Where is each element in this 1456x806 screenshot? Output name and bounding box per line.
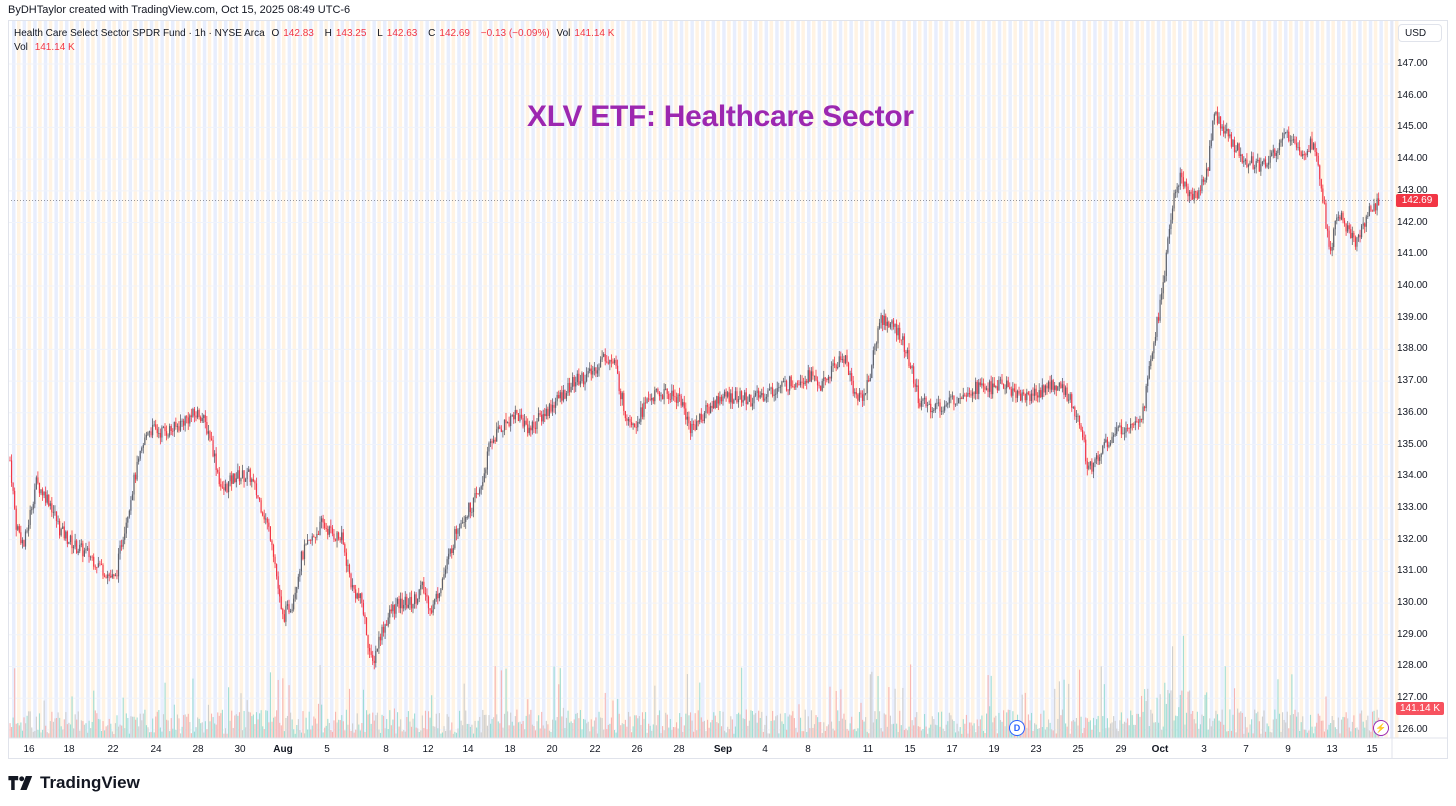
candlesticks <box>9 106 1380 670</box>
price-tick: 130.00 <box>1397 597 1428 609</box>
time-tick: 7 <box>1243 744 1249 755</box>
price-tick: 140.00 <box>1397 279 1428 291</box>
time-tick: 20 <box>546 744 558 755</box>
currency-button[interactable]: USD <box>1398 24 1442 42</box>
time-tick: 23 <box>1030 744 1042 755</box>
chart-credit: ByDHTaylor created with TradingView.com,… <box>8 4 351 16</box>
price-tick: 129.00 <box>1397 628 1428 640</box>
price-tick: 139.00 <box>1397 311 1428 323</box>
time-tick: 4 <box>762 744 768 755</box>
change-value: −0.13 (−0.09%) <box>480 28 550 39</box>
dividend-marker-icon[interactable]: D <box>1009 720 1025 736</box>
price-tick: 145.00 <box>1397 121 1428 133</box>
volume-bars <box>9 635 1380 738</box>
price-tick: 143.00 <box>1397 184 1428 196</box>
close-value: 142.69 <box>439 28 470 39</box>
time-tick: 18 <box>504 744 516 755</box>
price-tick: 146.00 <box>1397 89 1428 101</box>
last-volume-label: 141.14 K <box>1396 702 1444 715</box>
time-tick: Sep <box>713 744 733 755</box>
price-tick: 128.00 <box>1397 660 1428 672</box>
price-gridlines <box>8 63 1392 731</box>
time-tick: 17 <box>946 744 958 755</box>
time-tick: 12 <box>422 744 434 755</box>
price-tick: 142.00 <box>1397 216 1428 228</box>
price-tick: 133.00 <box>1397 501 1428 513</box>
price-tick: 137.00 <box>1397 375 1428 387</box>
time-tick: 8 <box>805 744 811 755</box>
time-tick: 28 <box>192 744 204 755</box>
time-tick: 16 <box>23 744 35 755</box>
bolt-event-icon[interactable]: ⚡ <box>1373 720 1389 736</box>
time-tick: 15 <box>1366 744 1378 755</box>
time-tick: 22 <box>107 744 119 755</box>
tradingview-logo[interactable]: TradingView <box>8 773 140 793</box>
symbol-description: Health Care Select Sector SPDR Fund · 1h… <box>14 28 265 39</box>
low-value: 142.63 <box>386 28 418 39</box>
symbol-legend: Health Care Select Sector SPDR Fund · 1h… <box>14 28 615 53</box>
volume-value: 141.14 K <box>574 28 615 39</box>
time-tick: 5 <box>324 744 330 755</box>
price-tick: 141.00 <box>1397 248 1428 260</box>
time-tick: 25 <box>1072 744 1084 755</box>
session-backgrounds <box>12 20 1399 738</box>
time-tick: 22 <box>589 744 601 755</box>
time-tick: 3 <box>1201 744 1207 755</box>
chart-frame <box>8 20 1448 759</box>
time-tick: 13 <box>1326 744 1338 755</box>
price-tick: 136.00 <box>1397 406 1428 418</box>
price-tick: 131.00 <box>1397 565 1428 577</box>
price-tick: 144.00 <box>1397 153 1428 165</box>
price-tick: 134.00 <box>1397 470 1428 482</box>
open-value: 142.83 <box>283 28 314 39</box>
time-tick: 19 <box>988 744 1000 755</box>
price-tick: 135.00 <box>1397 438 1428 450</box>
time-tick: 11 <box>862 744 874 755</box>
chart-title: XLV ETF: Healthcare Sector <box>527 100 914 133</box>
time-tick: 14 <box>462 744 474 755</box>
time-tick: 29 <box>1115 744 1127 755</box>
time-tick: 26 <box>631 744 643 755</box>
price-tick: 147.00 <box>1397 58 1428 69</box>
time-tick: 24 <box>150 744 162 755</box>
time-tick: 15 <box>904 744 916 755</box>
time-tick: 28 <box>673 744 685 755</box>
volume-indicator-label: Vol <box>14 42 28 53</box>
time-tick: 8 <box>383 744 389 755</box>
price-tick: 126.00 <box>1397 723 1428 735</box>
tradingview-logo-text: TradingView <box>40 773 140 792</box>
time-tick: 9 <box>1285 744 1291 755</box>
price-tick: 138.00 <box>1397 343 1428 355</box>
time-tick: 30 <box>234 744 246 755</box>
high-value: 143.25 <box>335 28 367 39</box>
volume-indicator-value: 141.14 K <box>34 42 75 53</box>
price-chart[interactable] <box>8 20 1448 759</box>
price-tick: 127.00 <box>1397 692 1428 704</box>
time-tick: Oct <box>1151 744 1169 755</box>
price-tick: 132.00 <box>1397 533 1428 545</box>
last-price-label: 142.69 <box>1396 194 1438 207</box>
tradingview-logo-icon <box>8 776 33 790</box>
time-tick: Aug <box>273 744 293 755</box>
time-tick: 18 <box>63 744 75 755</box>
